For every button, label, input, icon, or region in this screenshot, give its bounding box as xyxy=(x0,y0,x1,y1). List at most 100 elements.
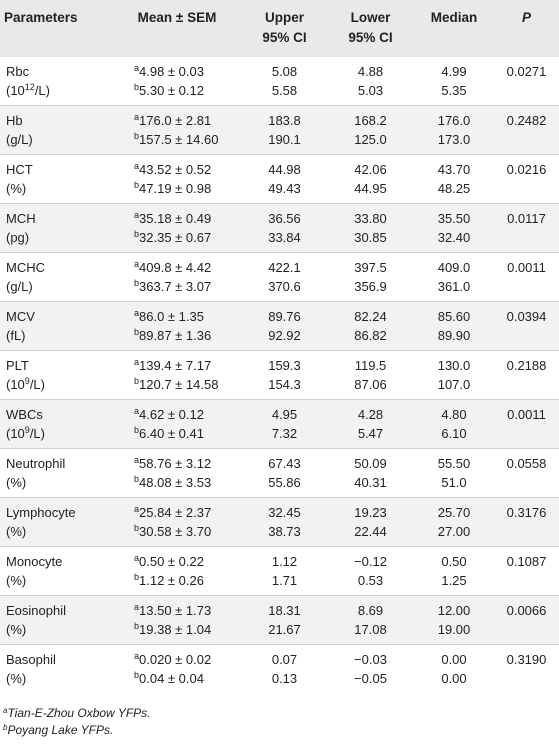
mean-sem-a: a35.18 ± 0.49 xyxy=(134,209,238,228)
parameter-name: Monocyte xyxy=(6,554,63,569)
parameter-cell: Monocyte (%) xyxy=(0,547,112,596)
parameter-name: PLT xyxy=(6,358,29,373)
parameter-cell: Hb (g/L) xyxy=(0,106,112,155)
group-a-marker: a xyxy=(134,504,140,514)
median-cell: 0.50 1.25 xyxy=(414,547,494,596)
unit-exponent: 9 xyxy=(24,376,30,386)
upper-ci-b: 0.13 xyxy=(271,671,298,686)
mean-sem-a: a139.4 ± 7.17 xyxy=(134,356,238,375)
header-upper-line1: Upper xyxy=(264,10,304,25)
mean-sem-b: b1.12 ± 0.26 xyxy=(134,571,238,590)
median-b: 6.10 xyxy=(441,426,467,441)
group-a-marker: a xyxy=(134,602,140,612)
upper-ci-cell: 5.08 5.58 xyxy=(242,57,327,106)
upper-ci-a: 89.76 xyxy=(268,309,301,324)
p-value-cell: 0.0117 xyxy=(494,204,559,253)
median-a: 55.50 xyxy=(437,456,471,471)
mean-sem-cell: a176.0 ± 2.81 b157.5 ± 14.60 xyxy=(112,106,242,155)
lower-ci-a: 50.09 xyxy=(354,456,387,471)
parameter-name: MCH xyxy=(6,211,36,226)
table-body: Rbc (1012/L) a4.98 ± 0.03 b5.30 ± 0.12 5.08 5… xyxy=(0,57,559,693)
mean-sem-b-value: 5.30 ± 0.12 xyxy=(139,83,204,98)
group-a-marker: a xyxy=(134,308,140,318)
lower-ci-cell: 82.24 86.82 xyxy=(327,302,414,351)
median-cell: 12.00 19.00 xyxy=(414,596,494,645)
lower-ci-b: 40.31 xyxy=(354,475,387,490)
upper-ci-cell: 159.3 154.3 xyxy=(242,351,327,400)
parameter-unit: (pg) xyxy=(6,230,30,245)
upper-ci-cell: 1.12 1.71 xyxy=(242,547,327,596)
median-a: 12.00 xyxy=(437,603,471,618)
p-value: 0.0011 xyxy=(507,260,546,275)
lower-ci-cell: 33.80 30.85 xyxy=(327,204,414,253)
mean-sem-a: a43.52 ± 0.52 xyxy=(134,160,238,179)
lower-ci-b: 0.53 xyxy=(357,573,384,588)
median-cell: 4.99 5.35 xyxy=(414,57,494,106)
mean-sem-b: b6.40 ± 0.41 xyxy=(134,424,238,443)
lower-ci-cell: 19.23 22.44 xyxy=(327,498,414,547)
median-cell: 35.50 32.40 xyxy=(414,204,494,253)
lower-ci-cell: 397.5 356.9 xyxy=(327,253,414,302)
header-median: Median xyxy=(430,10,478,25)
footnote-b-text: Poyang Lake YFPs. xyxy=(7,723,114,737)
mean-sem-a-value: 25.84 ± 2.37 xyxy=(139,505,212,520)
median-cell: 176.0 173.0 xyxy=(414,106,494,155)
mean-sem-b-value: 48.08 ± 3.53 xyxy=(139,475,212,490)
lower-ci-a: −0.03 xyxy=(354,652,387,667)
parameter-cell: HCT (%) xyxy=(0,155,112,204)
upper-ci-cell: 4.95 7.32 xyxy=(242,400,327,449)
footnote-a-text: Tian-E-Zhou Oxbow YFPs. xyxy=(7,706,151,720)
p-value: 0.3176 xyxy=(506,505,547,520)
lower-ci-b: 125.0 xyxy=(354,132,387,147)
parameter-name: Hb xyxy=(6,113,23,128)
group-a-marker: a xyxy=(134,63,140,73)
parameter-name: Neutrophil xyxy=(6,456,66,471)
median-cell: 55.50 51.0 xyxy=(414,449,494,498)
mean-sem-b: b30.58 ± 3.70 xyxy=(134,522,238,541)
upper-ci-b: 7.32 xyxy=(271,426,298,441)
parameter-name: MCHC xyxy=(6,260,45,275)
group-b-marker: b xyxy=(134,670,140,680)
table-row: WBCs (109/L) a4.62 ± 0.12 b6.40 ± 0.41 4.95 7… xyxy=(0,399,559,449)
mean-sem-cell: a86.0 ± 1.35 b89.87 ± 1.36 xyxy=(112,302,242,351)
upper-ci-b: 92.92 xyxy=(268,328,301,343)
group-b-marker: b xyxy=(134,523,140,533)
table-row: Rbc (1012/L) a4.98 ± 0.03 b5.30 ± 0.12 5.08 5… xyxy=(0,57,559,106)
p-value-cell: 0.2482 xyxy=(494,106,559,155)
lower-ci-cell: −0.12 0.53 xyxy=(327,547,414,596)
table-header: Parameters Mean ± SEM Upper 95% CI Lower… xyxy=(0,0,559,57)
p-value-cell: 0.0558 xyxy=(494,449,559,498)
p-value: 0.2482 xyxy=(506,113,547,128)
upper-ci-b: 38.73 xyxy=(268,524,301,539)
lower-ci-a: 168.2 xyxy=(354,113,387,128)
group-b-marker: b xyxy=(134,229,140,239)
footnote-a-marker: a xyxy=(3,706,8,715)
group-b-marker: b xyxy=(134,327,140,337)
median-b: 361.0 xyxy=(437,279,471,294)
upper-ci-cell: 0.07 0.13 xyxy=(242,645,327,694)
mean-sem-b-value: 89.87 ± 1.36 xyxy=(139,328,212,343)
mean-sem-cell: a409.8 ± 4.42 b363.7 ± 3.07 xyxy=(112,253,242,302)
mean-sem-a: a25.84 ± 2.37 xyxy=(134,503,238,522)
table-row: MCV (fL) a86.0 ± 1.35 b89.87 ± 1.36 89.76 92.… xyxy=(0,301,559,351)
group-b-marker: b xyxy=(134,425,140,435)
table-row: Lymphocyte (%) a25.84 ± 2.37 b30.58 ± 3.70 3… xyxy=(0,497,559,547)
mean-sem-cell: a13.50 ± 1.73 b19.38 ± 1.04 xyxy=(112,596,242,645)
upper-ci-b: 49.43 xyxy=(268,181,301,196)
lower-ci-a: 4.88 xyxy=(357,64,384,79)
table-row: Monocyte (%) a0.50 ± 0.22 b1.12 ± 0.26 1.12 1… xyxy=(0,546,559,596)
median-b: 19.00 xyxy=(437,622,471,637)
p-value-cell: 0.0011 xyxy=(494,400,559,449)
header-upper-line2: 95% CI xyxy=(262,30,307,45)
parameter-name: Eosinophil xyxy=(6,603,66,618)
mean-sem-cell: a43.52 ± 0.52 b47.19 ± 0.98 xyxy=(112,155,242,204)
table-row: MCH (pg) a35.18 ± 0.49 b32.35 ± 0.67 36.56 33… xyxy=(0,203,559,253)
table-row: Basophil (%) a0.020 ± 0.02 b0.04 ± 0.04 0.07… xyxy=(0,644,559,694)
table-row: Hb (g/L) a176.0 ± 2.81 b157.5 ± 14.60 183.8 1… xyxy=(0,105,559,155)
mean-sem-a: a409.8 ± 4.42 xyxy=(134,258,238,277)
mean-sem-b-value: 1.12 ± 0.26 xyxy=(139,573,204,588)
parameter-name: Basophil xyxy=(6,652,56,667)
mean-sem-b: b5.30 ± 0.12 xyxy=(134,81,238,100)
median-b: 107.0 xyxy=(437,377,471,392)
parameter-unit: (%) xyxy=(6,671,27,686)
